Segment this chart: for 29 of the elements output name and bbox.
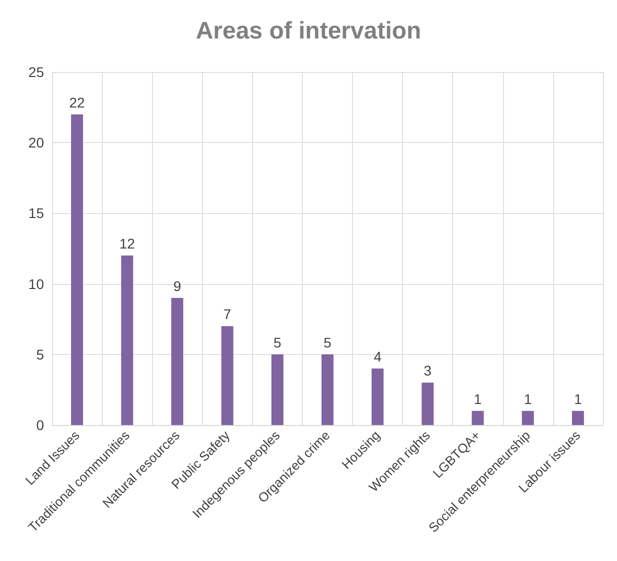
data-label: 1 xyxy=(474,390,482,407)
bar xyxy=(572,410,584,425)
data-label: 22 xyxy=(69,94,86,110)
y-tick-label: 20 xyxy=(28,134,44,151)
bar xyxy=(71,114,84,425)
bar xyxy=(372,368,384,425)
data-label: 4 xyxy=(374,348,382,365)
data-label: 9 xyxy=(173,278,182,294)
y-tick-label: 25 xyxy=(28,64,44,80)
data-label: 5 xyxy=(274,334,282,350)
bar xyxy=(322,354,334,425)
data-label: 12 xyxy=(119,236,136,252)
bar xyxy=(171,298,184,425)
bar xyxy=(221,326,234,425)
chart-title: Areas of intervation xyxy=(196,18,422,44)
data-label: 5 xyxy=(324,334,332,350)
y-tick-label: 10 xyxy=(28,276,44,292)
data-label: 3 xyxy=(424,362,432,379)
bar xyxy=(121,256,134,425)
y-tick-label: 15 xyxy=(28,205,44,222)
y-tick-label: 5 xyxy=(36,346,44,362)
data-label: 7 xyxy=(223,306,232,322)
bar xyxy=(472,410,484,425)
bar xyxy=(522,410,534,425)
y-tick-label: 0 xyxy=(36,417,44,433)
bar xyxy=(422,382,434,425)
data-label: 1 xyxy=(524,390,532,407)
data-label: 1 xyxy=(574,390,582,407)
bar xyxy=(271,354,284,425)
